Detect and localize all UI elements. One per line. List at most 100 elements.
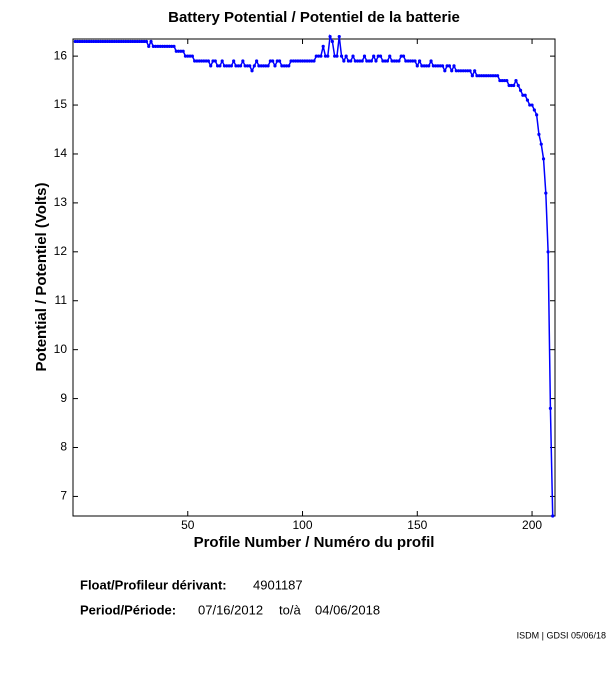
data-point — [541, 157, 546, 161]
data-point — [356, 59, 360, 63]
x-tick-label: 200 — [522, 518, 542, 532]
data-point — [406, 59, 410, 63]
data-point — [250, 69, 254, 73]
data-point — [530, 103, 534, 107]
data-point — [411, 59, 415, 63]
period-end: 04/06/2018 — [315, 602, 380, 617]
data-point — [245, 64, 250, 68]
data-point — [337, 34, 341, 39]
data-point — [202, 59, 206, 63]
data-point — [404, 59, 408, 63]
data-point — [509, 83, 513, 88]
data-point — [216, 64, 220, 68]
data-point — [314, 54, 318, 58]
data-point — [300, 59, 305, 63]
data-point — [457, 69, 461, 73]
footer: ISDM | GDSI 05/06/18 — [517, 630, 606, 640]
data-point — [176, 49, 181, 53]
data-point — [376, 54, 380, 58]
data-point — [443, 69, 447, 73]
data-point — [505, 78, 509, 83]
float-label: Float/Profileur dérivant: — [80, 577, 227, 592]
data-point — [222, 64, 227, 68]
data-point — [489, 74, 493, 78]
data-point — [323, 54, 328, 58]
data-point — [94, 39, 98, 44]
data-point — [333, 54, 337, 58]
data-point — [367, 59, 371, 63]
data-point — [172, 44, 176, 48]
data-point — [369, 59, 373, 63]
data-point — [147, 44, 151, 48]
data-point — [392, 59, 396, 63]
data-point — [438, 64, 442, 68]
data-point — [493, 74, 497, 78]
data-point — [186, 54, 190, 58]
data-point — [296, 59, 300, 63]
data-point — [108, 39, 112, 44]
y-tick-label: 12 — [54, 244, 68, 258]
data-point — [80, 39, 84, 44]
data-point — [133, 39, 137, 44]
y-tick-label: 15 — [54, 97, 68, 111]
data-point — [339, 54, 344, 58]
data-point — [539, 142, 543, 146]
data-point — [537, 132, 541, 136]
data-point — [466, 69, 470, 73]
x-axis-label: Profile Number / Numéro du profil — [194, 534, 435, 551]
data-point — [388, 54, 392, 58]
data-point — [287, 64, 291, 68]
data-point — [112, 39, 116, 44]
data-point — [422, 64, 426, 68]
data-point — [415, 64, 419, 68]
data-point — [408, 59, 412, 63]
data-point — [213, 59, 217, 63]
y-axis-label: Potential / Potentiel (Volts) — [33, 183, 50, 372]
data-point — [365, 59, 369, 63]
data-point — [238, 64, 243, 68]
data-point — [89, 39, 93, 44]
data-point — [119, 39, 123, 44]
data-point — [452, 64, 456, 68]
data-point — [514, 78, 518, 83]
data-point — [117, 39, 121, 44]
data-point — [255, 59, 259, 63]
x-tick-label: 50 — [181, 518, 195, 532]
data-point — [103, 39, 107, 44]
data-point — [445, 64, 449, 68]
data-point — [181, 49, 185, 53]
data-point — [344, 54, 348, 58]
data-point — [525, 98, 530, 102]
data-point — [349, 59, 353, 63]
data-point — [362, 54, 367, 58]
data-point — [360, 59, 364, 63]
data-point — [243, 64, 247, 68]
data-point — [220, 59, 224, 63]
data-point — [434, 64, 438, 68]
data-point — [305, 59, 309, 63]
data-point — [381, 59, 385, 63]
data-point — [436, 64, 440, 68]
data-point — [232, 59, 236, 63]
data-point — [135, 39, 139, 44]
data-point — [454, 69, 458, 73]
data-point — [174, 49, 178, 53]
data-point — [257, 64, 261, 68]
data-point — [479, 74, 484, 78]
data-point — [342, 59, 346, 63]
data-point — [268, 59, 272, 63]
data-point — [179, 49, 183, 53]
data-point — [163, 44, 167, 48]
data-point — [110, 39, 114, 44]
data-point — [413, 59, 417, 63]
data-point — [199, 59, 204, 63]
data-point — [461, 69, 465, 73]
data-point — [225, 64, 229, 68]
data-point — [397, 59, 401, 63]
data-point — [395, 59, 399, 63]
data-point — [190, 54, 194, 58]
data-point — [96, 39, 100, 44]
data-point — [484, 74, 488, 78]
data-point — [142, 39, 146, 44]
data-point — [328, 34, 332, 39]
